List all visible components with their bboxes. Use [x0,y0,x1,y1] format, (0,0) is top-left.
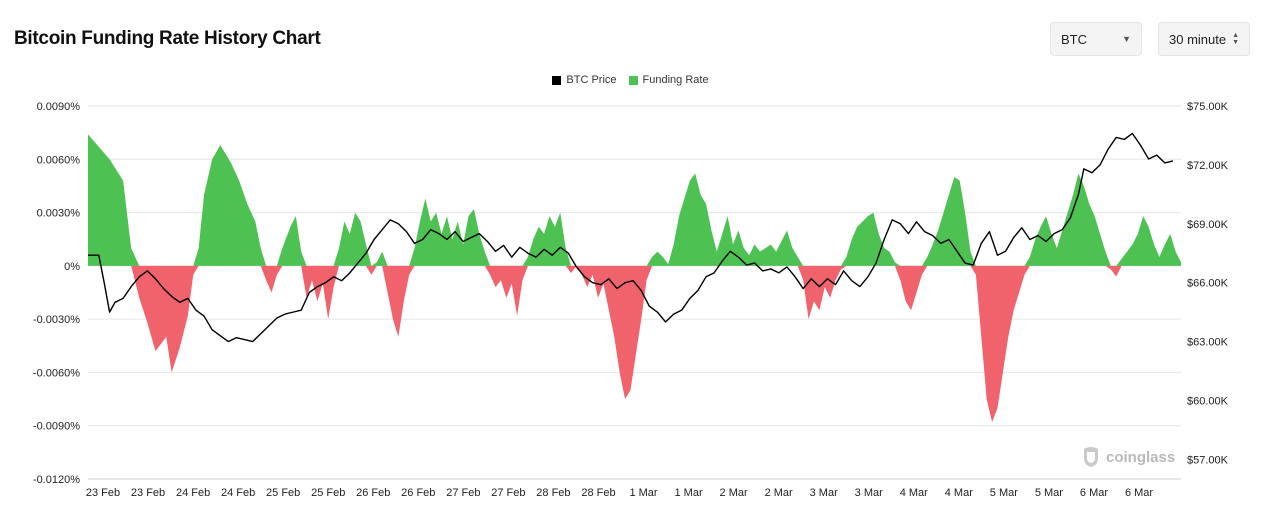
x-tick-label: 5 Mar [990,487,1018,499]
coinglass-logo-icon [1084,447,1098,467]
legend-item-funding-rate[interactable]: Funding Rate [628,74,709,86]
legend-item-btc-price[interactable]: BTC Price [552,74,617,86]
x-axis: 23 Feb 23 Feb 24 Feb 24 Feb 25 Feb 25 Feb 26 F… [86,478,1181,499]
x-tick-label: 4 Mar [900,487,928,499]
btc-price-series [88,132,1174,343]
coinglass-watermark: coinglass [1082,446,1175,468]
x-tick-label: 27 Feb [446,487,480,499]
y-right-tick-label: $60.00K [1187,395,1229,407]
x-tick-label: 26 Feb [401,487,435,499]
x-tick-label: 6 Mar [1080,487,1108,499]
y-left-tick-label: 0.0090% [37,101,81,113]
funding-rate-positive-area [88,134,1181,266]
y-left-tick-label: 0% [64,261,80,273]
x-tick-label: 2 Mar [720,487,748,499]
legend-swatch-btc-price [552,75,562,85]
x-tick-label: 24 Feb [221,487,255,499]
watermark-text: coinglass [1106,448,1176,466]
y-left-tick-label: -0.0060% [33,367,80,379]
y-left-tick-label: -0.0030% [33,314,80,326]
caret-down-icon: ▼ [1122,34,1131,44]
page-title: Bitcoin Funding Rate History Chart [14,28,321,49]
x-tick-label: 28 Feb [581,487,615,499]
x-tick-label: 25 Feb [311,487,345,499]
x-tick-label: 26 Feb [356,487,390,499]
y-right-tick-label: $69.00K [1187,219,1229,231]
y-left-tick-label: 0.0030% [37,208,81,220]
chart-legend: BTC Price Funding Rate [0,74,1261,86]
y-right-tick-label: $57.00K [1187,454,1229,466]
y-right-tick-label: $72.00K [1187,160,1229,172]
funding-rate-series [88,134,1181,423]
y-left-tick-label: -0.0090% [33,421,80,433]
x-tick-label: 23 Feb [131,487,165,499]
y-right-tick-label: $66.00K [1187,278,1229,290]
btc-price-line [88,132,1174,343]
funding-rate-negative-area [88,265,1181,423]
x-tick-label: 2 Mar [765,487,793,499]
x-tick-label: 24 Feb [176,487,210,499]
x-tick-label: 25 Feb [266,487,300,499]
y-right-tick-label: $63.00K [1187,337,1229,349]
coin-select[interactable]: BTC ▼ [1050,22,1142,56]
x-tick-label: 6 Mar [1125,487,1153,499]
x-tick-label: 3 Mar [810,487,838,499]
x-tick-label: 1 Mar [629,487,657,499]
legend-label-btc-price: BTC Price [566,74,617,86]
chevron-updown-icon: ▲ ▼ [1232,32,1239,46]
legend-label-funding-rate: Funding Rate [642,74,709,86]
x-tick-label: 27 Feb [491,487,525,499]
x-tick-label: 3 Mar [855,487,883,499]
y-right-tick-label: $75.00K [1187,101,1229,113]
legend-swatch-funding-rate [628,75,638,85]
x-tick-label: 4 Mar [945,487,973,499]
x-tick-label: 5 Mar [1035,487,1063,499]
coin-select-value: BTC [1061,31,1087,47]
interval-select-value: 30 minute [1169,31,1227,47]
y-left-tick-label: -0.0120% [33,474,80,486]
x-tick-label: 1 Mar [675,487,703,499]
y-axis-right: $75.00K $72.00K $69.00K $66.00K $63.00K $60.0… [1187,101,1229,466]
y-left-tick-label: 0.0060% [37,154,81,166]
y-axis-left: 0.0090% 0.0060% 0.0030% 0% -0.0030% -0.0060% -… [33,101,80,486]
x-tick-label: 23 Feb [86,487,120,499]
interval-select[interactable]: 30 minute ▲ ▼ [1158,22,1250,56]
x-tick-label: 28 Feb [536,487,570,499]
